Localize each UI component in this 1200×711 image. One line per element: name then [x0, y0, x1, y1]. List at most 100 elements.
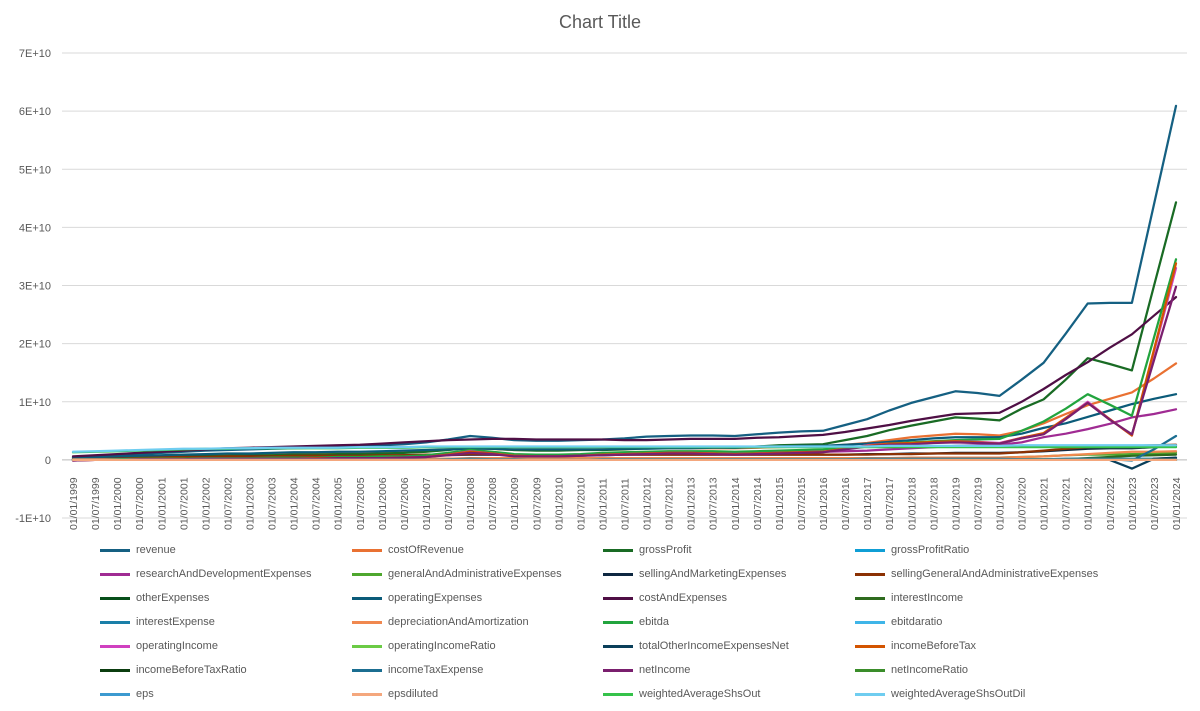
x-tick-label: 01/01/2008: [465, 477, 477, 530]
legend-label: ebitdaratio: [891, 616, 943, 628]
x-tick-label: 01/07/2022: [1105, 477, 1117, 530]
legend-label: grossProfit: [639, 544, 692, 556]
x-tick-label: 01/01/2013: [686, 477, 698, 530]
x-tick-label: 01/07/2017: [884, 477, 896, 530]
legend-swatch: [603, 668, 633, 672]
x-tick-label: 01/07/2021: [1061, 477, 1073, 530]
legend-label: sellingGeneralAndAdministrativeExpenses: [891, 568, 1099, 580]
legend-label: weightedAverageShsOutDil: [891, 688, 1026, 700]
x-tick-label: 01/01/2023: [1127, 477, 1139, 530]
legend-swatch: [352, 572, 382, 576]
legend-label: costAndExpenses: [639, 592, 728, 604]
legend-item-grossProfit: grossProfit: [603, 540, 692, 560]
x-tick-label: 01/07/2001: [178, 477, 190, 530]
legend-item-weightedAverageShsOutDil: weightedAverageShsOutDil: [855, 684, 1025, 704]
legend-item-incomeBeforeTax: incomeBeforeTax: [855, 636, 976, 656]
legend-label: ebitda: [639, 616, 669, 628]
legend-label: costOfRevenue: [388, 544, 464, 556]
legend-swatch: [603, 620, 633, 624]
x-tick-label: 01/07/2014: [752, 477, 764, 530]
legend-item-eps: eps: [100, 684, 154, 704]
x-tick-label: 01/07/1999: [90, 477, 102, 530]
legend-item-interestExpense: interestExpense: [100, 612, 215, 632]
legend-swatch: [100, 596, 130, 600]
series-line-ebitda: [71, 258, 1178, 462]
x-tick-label: 01/01/1999: [68, 477, 80, 530]
legend-label: operatingIncome: [136, 640, 218, 652]
legend-item-sellingGeneralAndAdministrativeExpenses: sellingGeneralAndAdministrativeExpenses: [855, 564, 1098, 584]
y-tick-label: 5E+10: [19, 164, 51, 176]
x-tick-label: 01/01/2015: [774, 477, 786, 530]
x-tick-label: 01/01/2024: [1171, 477, 1183, 530]
legend-item-revenue: revenue: [100, 540, 176, 560]
legend-item-ebitda: ebitda: [603, 612, 669, 632]
legend-swatch: [100, 644, 130, 648]
legend-swatch: [352, 668, 382, 672]
legend-swatch: [352, 596, 382, 600]
x-tick-label: 01/01/2007: [421, 477, 433, 530]
legend-item-operatingIncome: operatingIncome: [100, 636, 218, 656]
x-tick-label: 01/07/2007: [443, 477, 455, 530]
x-tick-label: 01/07/2011: [620, 478, 632, 530]
plot-area: -1E+10 0 1E+10 2E+10 3E+10 4E+10 5E+10 6E+10 7E+…: [15, 48, 1187, 530]
legend-swatch: [603, 644, 633, 648]
legend-item-generalAndAdministrativeExpenses: generalAndAdministrativeExpenses: [352, 564, 562, 584]
x-tick-label: 01/07/2020: [1017, 477, 1029, 530]
legend-label: netIncomeRatio: [891, 664, 969, 676]
legend-label: revenue: [136, 544, 176, 556]
legend-item-otherExpenses: otherExpenses: [100, 588, 209, 608]
x-tick-label: 01/01/2014: [730, 477, 742, 530]
x-tick-label: 01/01/2000: [112, 477, 124, 530]
legend-swatch: [603, 596, 633, 600]
x-tick-label: 01/01/2022: [1083, 477, 1095, 530]
x-tick-label: 01/01/2017: [862, 477, 874, 530]
legend-swatch: [855, 572, 885, 576]
legend-label: operatingIncomeRatio: [388, 640, 496, 652]
legend-item-netIncomeRatio: netIncomeRatio: [855, 660, 968, 680]
legend-swatch: [855, 692, 885, 696]
x-tick-label: 01/07/2009: [531, 477, 543, 530]
chart-title: Chart Title: [558, 12, 642, 32]
y-tick-label: 1E+10: [19, 397, 51, 409]
legend-label: totalOtherIncomeExpensesNet: [639, 640, 789, 652]
x-tick-label: 01/07/2006: [399, 477, 411, 530]
legend-item-operatingExpenses: operatingExpenses: [352, 588, 482, 608]
legend-swatch: [855, 548, 885, 552]
legend-label: otherExpenses: [136, 592, 210, 604]
legend-item-costAndExpenses: costAndExpenses: [603, 588, 727, 608]
legend-swatch: [352, 548, 382, 552]
legend-swatch: [100, 620, 130, 624]
legend-label: interestExpense: [136, 616, 215, 628]
legend-item-epsdiluted: epsdiluted: [352, 684, 438, 704]
y-tick-label: 3E+10: [19, 281, 51, 293]
x-tick-label: 01/07/2005: [355, 477, 367, 530]
x-tick-label: 01/01/2020: [995, 477, 1007, 530]
legend-swatch: [100, 572, 130, 576]
legend-label: generalAndAdministrativeExpenses: [388, 568, 562, 580]
legend-item-weightedAverageShsOut: weightedAverageShsOut: [603, 684, 761, 704]
series-line-netIncome: [71, 285, 1178, 462]
series-line-operatingIncome: [71, 266, 1178, 462]
legend-swatch: [603, 548, 633, 552]
legend-label: researchAndDevelopmentExpenses: [136, 568, 312, 580]
legend-item-totalOtherIncomeExpensesNet: totalOtherIncomeExpensesNet: [603, 636, 789, 656]
legend-swatch: [100, 668, 130, 672]
legend-swatch: [603, 692, 633, 696]
x-tick-label: 01/01/2018: [906, 477, 918, 530]
x-tick-label: 01/01/2012: [642, 477, 654, 530]
legend-item-operatingIncomeRatio: operatingIncomeRatio: [352, 636, 496, 656]
x-tick-label: 01/01/2002: [200, 477, 212, 530]
x-tick-label: 01/01/2019: [950, 477, 962, 530]
legend-item-researchAndDevelopmentExpenses: researchAndDevelopmentExpenses: [100, 564, 312, 584]
legend-swatch: [855, 596, 885, 600]
y-tick-label: 6E+10: [19, 106, 51, 118]
legend-swatch: [352, 692, 382, 696]
legend-item-netIncome: netIncome: [603, 660, 690, 680]
x-tick-label: 01/07/2019: [972, 477, 984, 530]
legend-swatch: [855, 620, 885, 624]
legend-swatch: [603, 572, 633, 576]
x-tick-label: 01/01/2011: [597, 478, 609, 530]
legend-label: eps: [136, 688, 154, 700]
x-tick-label: 01/01/2004: [289, 477, 301, 530]
